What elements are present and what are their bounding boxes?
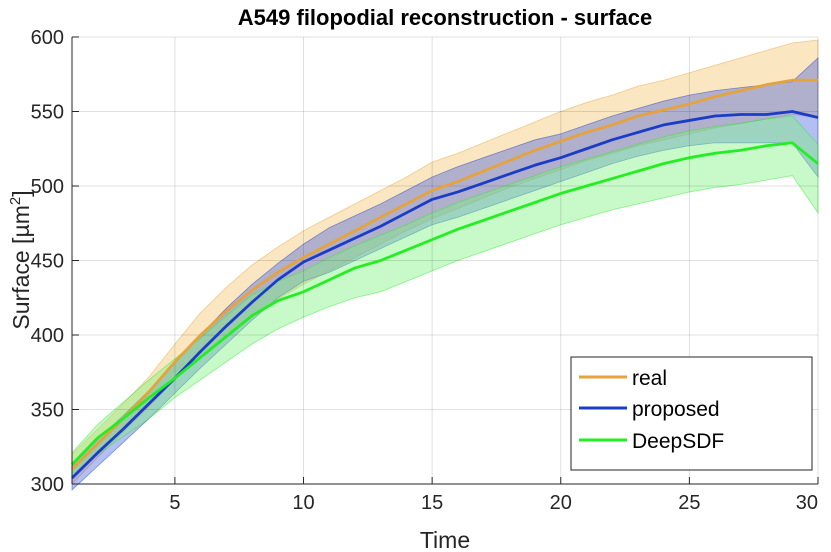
y-tick-label-500: 500 [31,176,64,198]
band-deepsdf [71,115,819,478]
chart-title: A549 filopodial reconstruction - surface [238,5,652,30]
x-axis-label: Time [420,527,470,552]
y-tick-label-450: 450 [31,251,64,273]
x-tick-label-30: 30 [796,492,818,514]
axes [71,36,819,485]
series-lines [70,78,819,480]
y-axis-label-superscript: 2 [7,197,24,205]
legend-label-proposed: proposed [632,398,720,421]
legend-label-deepsdf: DeepSDF [632,430,724,453]
y-axis-label: Surface [µm2] [7,190,34,329]
y-tick-label-400: 400 [31,325,64,347]
y-axis-label-main: Surface [µm [8,205,34,329]
x-tick-label-20: 20 [550,492,572,514]
y-tick-label-350: 350 [31,400,64,422]
series-line-real [71,78,818,471]
y-tick-label-300: 300 [31,474,64,496]
x-tick-label-10: 10 [292,492,314,514]
legend-label-real: real [632,367,667,390]
x-tick-label-15: 15 [421,492,443,514]
x-tick-label-25: 25 [678,492,700,514]
tick-labels: 5 10 15 20 25 30 300 350 400 450 500 550 600 [31,27,818,514]
legend: real proposed DeepSDF [570,356,813,471]
y-tick-label-600: 600 [31,27,64,49]
series-line-proposed [71,110,819,480]
y-tick-label-550: 550 [31,102,64,124]
series-line-deepsdf [70,141,819,466]
y-axis-label-close: ] [8,190,34,196]
x-tick-label-5: 5 [169,492,180,514]
